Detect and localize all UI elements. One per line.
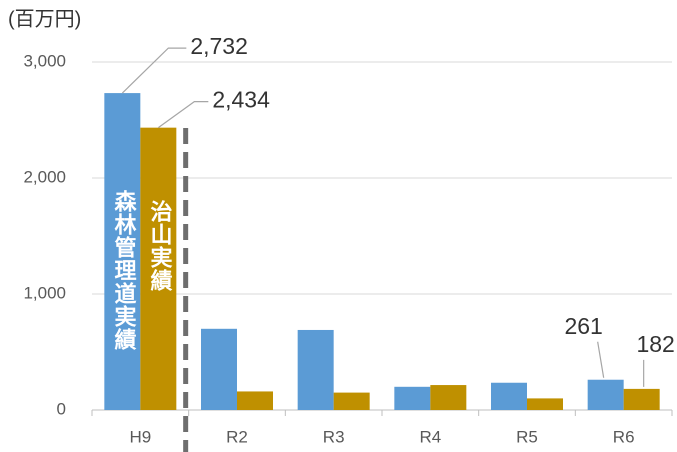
bar	[297, 329, 334, 410]
x-tick-label: R3	[323, 427, 345, 446]
value-label: 182	[636, 331, 674, 357]
value-label: 2,732	[190, 33, 248, 59]
bar	[623, 388, 660, 410]
bar	[333, 392, 370, 410]
x-tick-label: R6	[613, 427, 635, 446]
leader-line	[121, 47, 187, 94]
series-name: 森林管理道実績	[112, 189, 137, 351]
bar	[237, 391, 273, 410]
bar	[587, 379, 624, 410]
bar	[140, 127, 177, 410]
x-tick-label: H9	[129, 427, 151, 446]
value-label: 261	[564, 313, 602, 339]
y-tick-label: 0	[57, 399, 66, 418]
leader-line	[157, 101, 209, 129]
bar	[201, 328, 237, 410]
x-tick-label: R2	[226, 427, 248, 446]
value-label: 2,434	[212, 87, 270, 113]
bar	[527, 398, 563, 410]
bar	[491, 382, 527, 410]
bar	[430, 385, 467, 410]
series-name: 治山実績	[148, 199, 173, 292]
y-tick-label: 2,000	[23, 167, 66, 186]
x-tick-label: R4	[419, 427, 441, 446]
y-tick-label: 3,000	[23, 51, 66, 70]
leader-line	[597, 341, 605, 378]
y-tick-label: 1,000	[23, 283, 66, 302]
y-axis-label: (百万円)	[8, 8, 81, 30]
bar	[104, 93, 141, 410]
x-tick-label: R5	[516, 427, 538, 446]
bar	[394, 386, 431, 410]
